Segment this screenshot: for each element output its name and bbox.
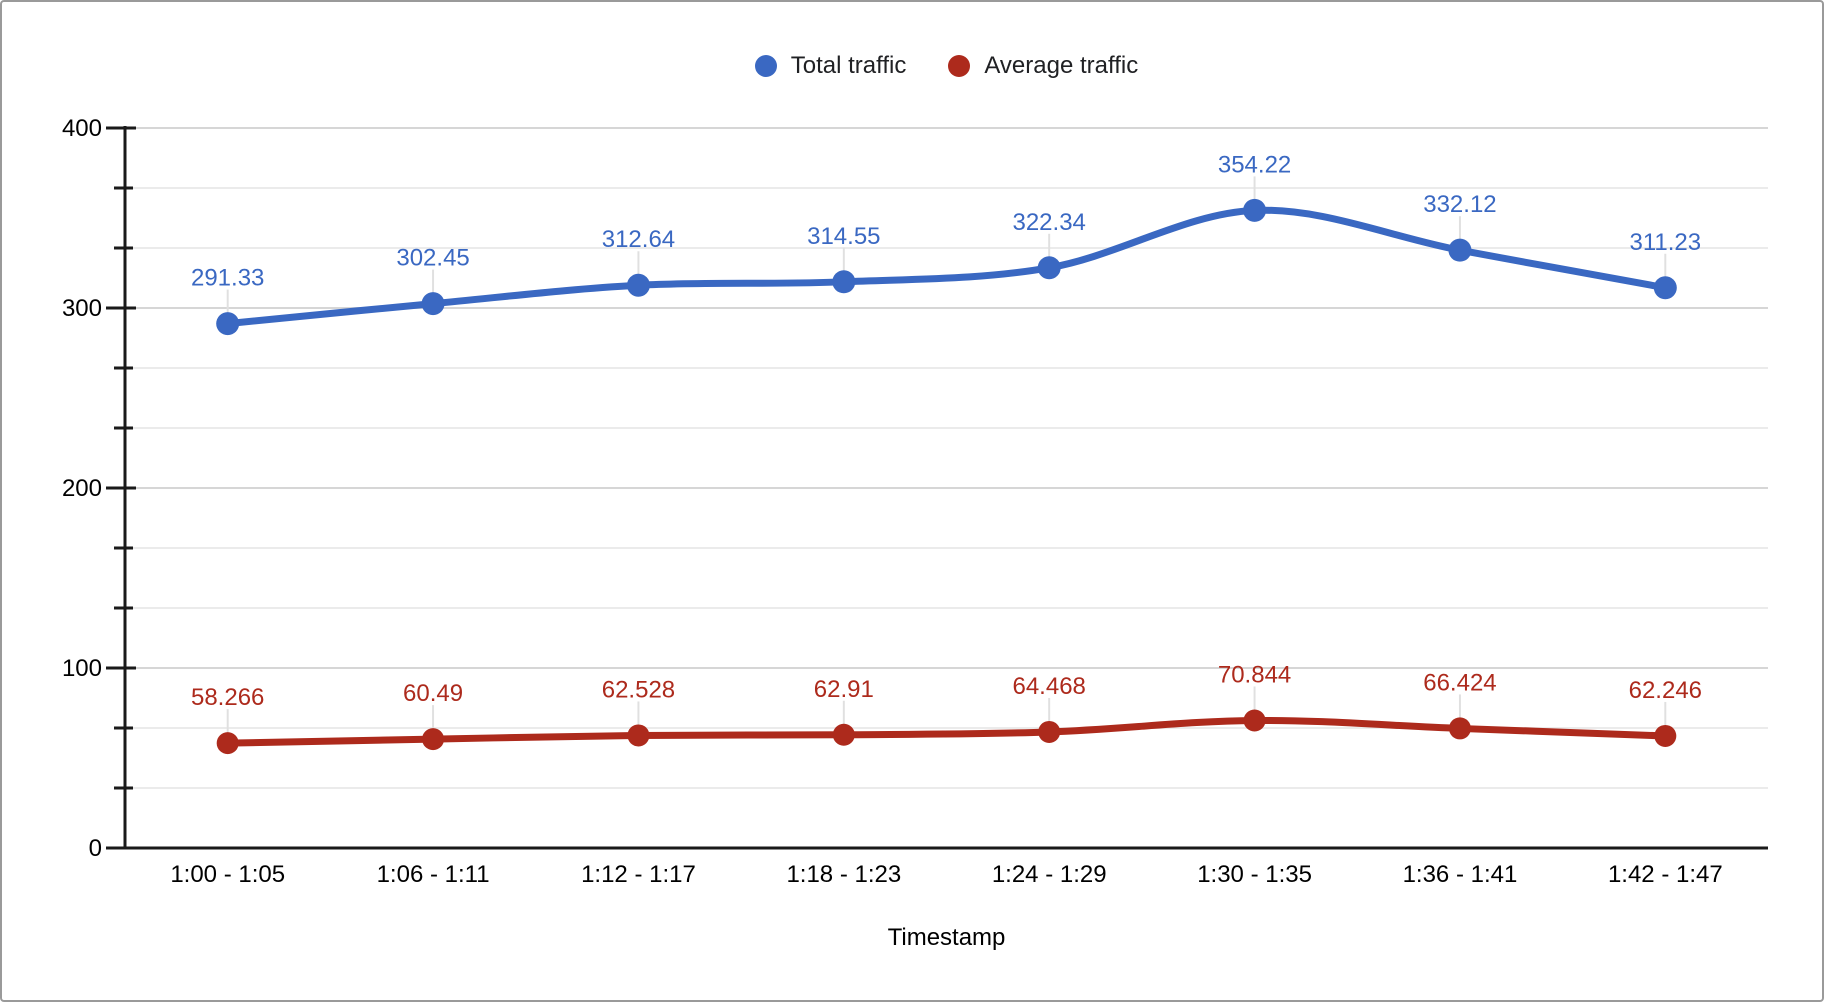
data-point-label: 291.33 bbox=[191, 265, 264, 292]
series-line-total-traffic bbox=[224, 206, 1669, 328]
data-point-label: 302.45 bbox=[396, 245, 469, 272]
data-point-average-traffic[interactable] bbox=[216, 732, 239, 755]
series-line-average-traffic bbox=[224, 716, 1669, 747]
x-axis-tick-label: 1:18 - 1:23 bbox=[786, 861, 901, 888]
data-point-label: 58.266 bbox=[191, 684, 264, 711]
x-axis-tick-label: 1:00 - 1:05 bbox=[170, 861, 285, 888]
x-axis-tick-label: 1:30 - 1:35 bbox=[1197, 861, 1312, 888]
data-point-label: 322.34 bbox=[1012, 209, 1085, 236]
x-axis-tick-label: 1:36 - 1:41 bbox=[1403, 861, 1518, 888]
data-point-label: 62.528 bbox=[602, 676, 675, 703]
data-point-label: 354.22 bbox=[1218, 151, 1291, 178]
data-point-total-traffic[interactable] bbox=[1448, 238, 1472, 262]
data-point-label: 314.55 bbox=[807, 223, 880, 250]
data-point-total-traffic[interactable] bbox=[626, 273, 650, 297]
data-point-label: 311.23 bbox=[1630, 229, 1702, 256]
data-point-label: 62.246 bbox=[1629, 677, 1702, 704]
data-point-label: 60.49 bbox=[403, 680, 463, 707]
data-point-average-traffic[interactable] bbox=[832, 723, 855, 746]
data-point-label: 312.64 bbox=[602, 226, 675, 253]
x-axis-title: Timestamp bbox=[887, 924, 1006, 951]
y-axis-tick-label: 200 bbox=[62, 475, 102, 502]
data-point-total-traffic[interactable] bbox=[1653, 276, 1677, 300]
y-axis-tick-label: 100 bbox=[62, 655, 102, 682]
data-point-label: 66.424 bbox=[1423, 669, 1496, 696]
data-point-label: 62.91 bbox=[814, 676, 874, 703]
x-axis-tick-label: 1:42 - 1:47 bbox=[1608, 861, 1723, 888]
data-point-average-traffic[interactable] bbox=[1448, 717, 1471, 740]
y-axis-tick-label: 300 bbox=[62, 295, 102, 322]
y-axis-tick-label: 400 bbox=[62, 115, 102, 142]
x-axis-tick-label: 1:24 - 1:29 bbox=[992, 861, 1107, 888]
x-axis-tick-label: 1:06 - 1:11 bbox=[377, 861, 490, 888]
y-axis-tick-label: 0 bbox=[89, 835, 102, 862]
data-point-total-traffic[interactable] bbox=[216, 312, 240, 336]
data-point-average-traffic[interactable] bbox=[1243, 709, 1266, 732]
data-point-total-traffic[interactable] bbox=[421, 292, 445, 316]
data-point-total-traffic[interactable] bbox=[832, 270, 856, 294]
data-point-label: 332.12 bbox=[1423, 191, 1496, 218]
data-point-total-traffic[interactable] bbox=[1243, 198, 1267, 222]
x-axis-tick-label: 1:12 - 1:17 bbox=[581, 861, 696, 888]
data-point-average-traffic[interactable] bbox=[1038, 720, 1061, 743]
data-point-label: 64.468 bbox=[1012, 673, 1085, 700]
data-point-average-traffic[interactable] bbox=[627, 724, 650, 747]
data-point-label: 70.844 bbox=[1218, 661, 1291, 688]
data-point-total-traffic[interactable] bbox=[1037, 256, 1061, 280]
data-point-average-traffic[interactable] bbox=[422, 728, 445, 751]
data-point-average-traffic[interactable] bbox=[1654, 724, 1677, 747]
